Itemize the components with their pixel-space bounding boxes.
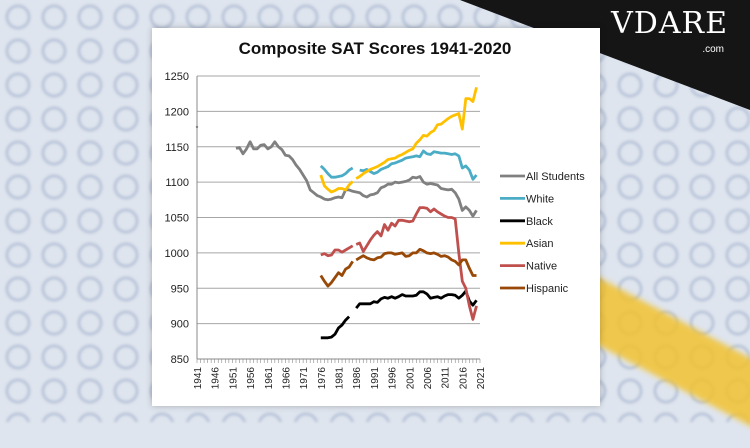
x-tick-label: 1966 [281,367,292,390]
x-tick-label: 1956 [246,367,257,390]
series-hispanic-line [319,247,477,288]
x-tick-label: 1961 [264,367,275,390]
x-tick-label: 2016 [458,367,469,390]
x-tick-label: 1986 [352,367,363,390]
sat-chart: Composite SAT Scores 1941-2020 850 900 950… [165,39,586,390]
x-tick-label: 2021 [476,367,487,390]
y-tick-label: 850 [171,354,189,366]
legend-label: White [526,193,554,205]
x-tick-label: 1991 [370,367,381,390]
legend-label: Asian [526,238,554,250]
legend-label: Native [526,261,557,273]
x-tick-label: 1951 [228,367,239,390]
y-tick-label: 1000 [165,248,189,260]
legend-label: Black [526,216,553,228]
x-tick-label: 1976 [317,367,328,390]
y-tick-label: 1250 [165,71,189,83]
series-all-students-line [235,140,478,218]
legend-label: All Students [526,171,585,183]
x-tick-label: 2011 [441,367,452,389]
series-asian-line [319,86,478,194]
chart-title: Composite SAT Scores 1941-2020 [239,39,512,58]
series-native-line [320,206,478,321]
legend-label: Hispanic [526,283,569,295]
x-tick-label: 2006 [423,367,434,390]
x-tick-label: 1996 [388,367,399,390]
y-tick-label: 950 [171,283,189,295]
x-tick-label: 1946 [211,367,222,390]
x-tick-label: 1971 [299,367,310,390]
y-tick-label: 1150 [165,142,189,154]
chart-panel: Composite SAT Scores 1941-2020 850 900 950… [152,28,600,406]
y-tick-label: 1100 [165,177,189,189]
series-all-students-point [195,125,199,129]
y-tick-label: 900 [171,319,189,331]
x-tick-label: 1941 [193,367,204,390]
vdare-logo: VDARE [611,6,728,41]
vdare-logo-suffix: .com [702,44,724,55]
x-tick-label: 1981 [335,367,346,390]
series-white-line [319,149,478,181]
x-tick-label: 2001 [405,367,416,390]
series-black-line [320,289,478,340]
y-tick-label: 1200 [165,106,189,118]
y-tick-label: 1050 [165,213,189,225]
